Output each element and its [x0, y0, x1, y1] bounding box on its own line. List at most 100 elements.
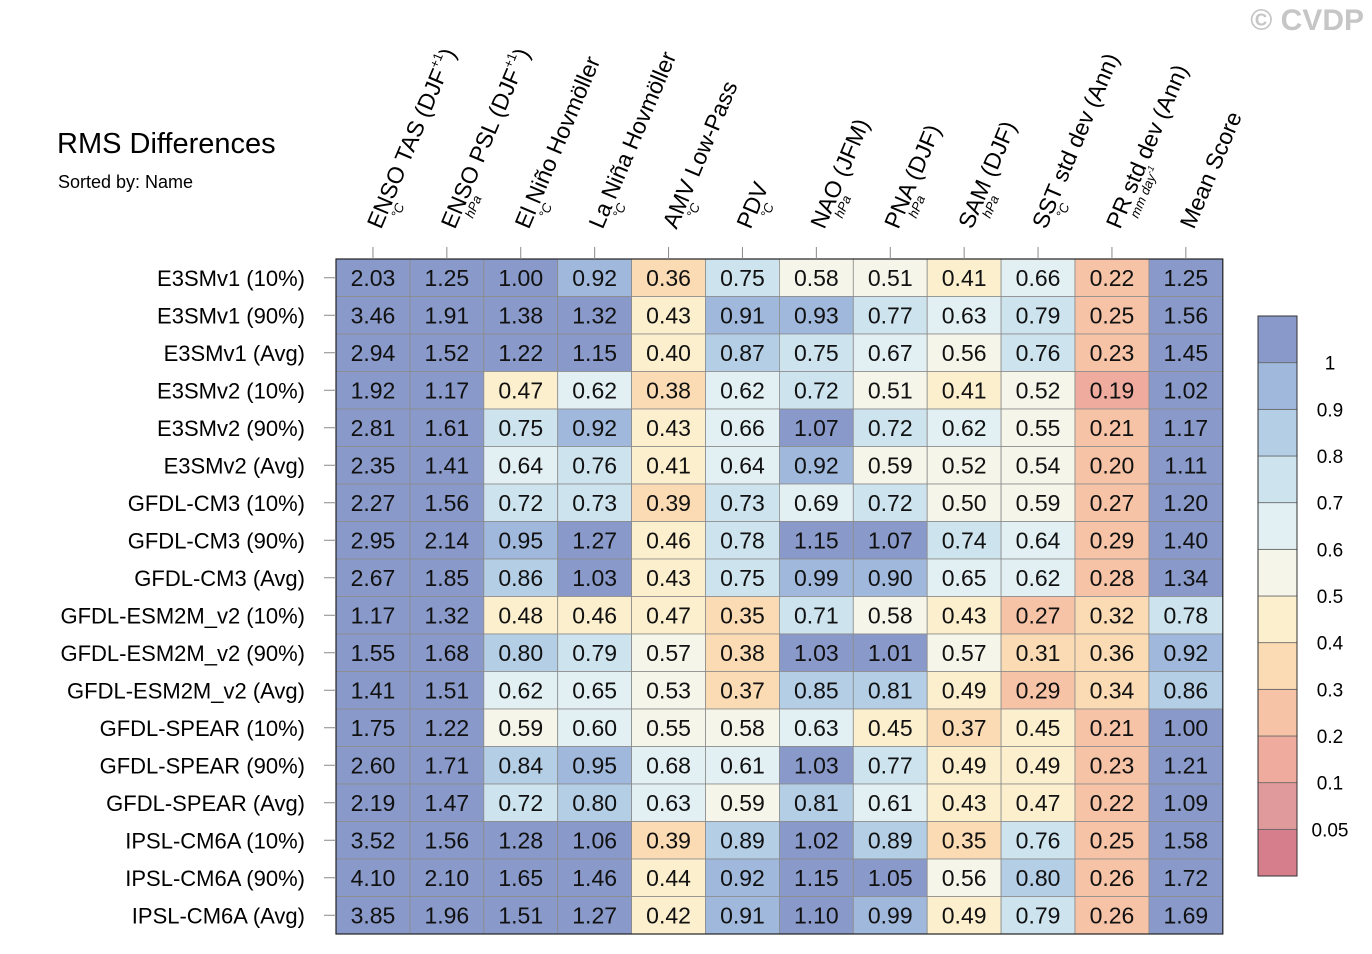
cell-value: 4.10 [351, 865, 396, 891]
heatmap-cell [1074, 446, 1150, 485]
heatmap-cell [1000, 333, 1076, 372]
cell-value: 0.27 [1090, 490, 1135, 516]
heatmap-cell [409, 633, 485, 672]
cell-value: 0.85 [794, 677, 839, 703]
cell-value: 1.10 [794, 902, 839, 928]
cell-value: 1.45 [1163, 340, 1208, 366]
cell-value: 0.39 [646, 827, 691, 853]
heatmap-cell [483, 596, 559, 635]
heatmap-cell [409, 258, 485, 297]
heatmap-cell [557, 558, 633, 597]
cell-value: 0.23 [1090, 340, 1135, 366]
heatmap-cell [705, 558, 780, 597]
cell-value: 2.94 [351, 340, 396, 366]
heatmap-cell [1148, 521, 1224, 560]
heatmap-cell [1074, 371, 1150, 410]
cell-value: 1.03 [572, 565, 617, 591]
heatmap-cell [705, 446, 780, 485]
heatmap-cell [1000, 371, 1076, 410]
cell-value: 3.46 [351, 302, 396, 328]
heatmap-cell [705, 671, 780, 710]
cell-value: 0.69 [794, 490, 839, 516]
heatmap-cell [483, 671, 559, 710]
watermark: © CVDP [1250, 4, 1364, 37]
cell-value: 0.49 [942, 752, 987, 778]
heatmap-cell [1000, 558, 1076, 597]
cell-value: 0.54 [1016, 452, 1061, 478]
cell-value: 1.03 [794, 640, 839, 666]
heatmap-cell [335, 896, 411, 935]
cell-value: 0.75 [498, 415, 543, 441]
cell-value: 1.61 [424, 415, 469, 441]
cell-value: 0.39 [646, 490, 691, 516]
cell-value: 1.51 [424, 677, 469, 703]
heatmap-cell [1074, 483, 1150, 522]
heatmap-cell [409, 671, 485, 710]
heatmap-cell [483, 371, 559, 410]
heatmap-cell [335, 296, 411, 335]
cell-value: 1.32 [572, 302, 617, 328]
cell-value: 0.73 [572, 490, 617, 516]
heatmap-cell [557, 896, 633, 935]
cell-value: 0.46 [646, 527, 691, 553]
heatmap-cell [557, 783, 633, 822]
column-unit-text: °C [536, 200, 556, 220]
cell-value: 1.27 [572, 527, 617, 553]
heatmap-cell [1074, 821, 1150, 860]
heatmap-cell [631, 483, 706, 522]
cell-value: 0.35 [942, 827, 987, 853]
column-unit: °C [1053, 200, 1073, 220]
cell-value: 0.91 [720, 902, 765, 928]
cell-value: 1.58 [1163, 827, 1208, 853]
cell-value: 0.78 [720, 527, 765, 553]
cell-value: 0.59 [868, 452, 913, 478]
cell-value: 0.37 [942, 715, 987, 741]
row-label: E3SMv1 (Avg) [164, 341, 305, 366]
colorbar-tick-label: 0.2 [1317, 727, 1343, 748]
cell-value: 0.95 [498, 527, 543, 553]
heatmap-cell [852, 258, 928, 297]
cell-value: 0.72 [868, 415, 913, 441]
heatmap-cell [1074, 671, 1150, 710]
colorbar-tick-label: 0.8 [1317, 447, 1343, 468]
heatmap-cell [631, 783, 706, 822]
cell-value: 1.55 [351, 640, 396, 666]
column-unit-text: °C [684, 200, 704, 220]
cell-value: 2.27 [351, 490, 396, 516]
cell-value: 1.00 [498, 265, 543, 291]
heatmap-cell [926, 858, 1002, 897]
colorbar-swatch [1257, 595, 1298, 644]
heatmap-cell [779, 746, 854, 785]
cell-value: 3.85 [351, 902, 396, 928]
cell-value: 0.89 [720, 827, 765, 853]
cell-value: 0.92 [572, 415, 617, 441]
heatmap-cell [1148, 671, 1224, 710]
cell-value: 0.19 [1090, 377, 1135, 403]
cell-value: 0.29 [1090, 527, 1135, 553]
cell-value: 0.75 [720, 265, 765, 291]
heatmap-cell [852, 558, 928, 597]
heatmap-cell [1074, 558, 1150, 597]
cell-value: 0.76 [1016, 340, 1061, 366]
cell-value: 0.49 [1016, 752, 1061, 778]
heatmap-cell [557, 746, 633, 785]
cell-value: 2.19 [351, 790, 396, 816]
heatmap-cell [852, 821, 928, 860]
cell-value: 0.64 [720, 452, 765, 478]
cell-value: 1.21 [1163, 752, 1208, 778]
cell-value: 1.22 [424, 715, 469, 741]
cell-value: 0.35 [720, 602, 765, 628]
row-label: IPSL-CM6A (10%) [125, 828, 305, 853]
column-unit-text: °C [757, 200, 777, 220]
heatmap-cell [409, 858, 485, 897]
heatmap-cell [335, 446, 411, 485]
heatmap-cell [1074, 858, 1150, 897]
cell-value: 0.47 [1016, 790, 1061, 816]
heatmap-cell [926, 596, 1002, 635]
cell-value: 0.99 [868, 902, 913, 928]
cell-value: 0.47 [498, 377, 543, 403]
row-label: E3SMv1 (90%) [157, 303, 305, 328]
colorbar-tick-label: 0.7 [1317, 494, 1343, 515]
cell-value: 1.07 [794, 415, 839, 441]
colorbar-tick-label: 0.6 [1317, 540, 1343, 561]
